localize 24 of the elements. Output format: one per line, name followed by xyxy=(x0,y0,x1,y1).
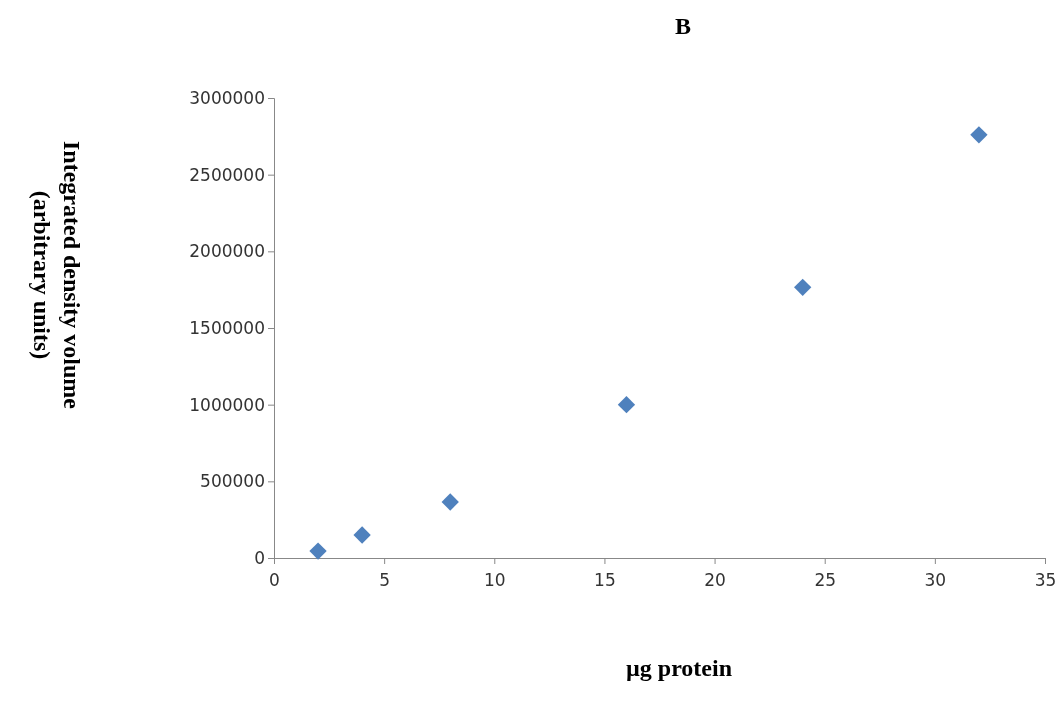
y-axis-title: Integrated density volume (arbitrary units) xyxy=(29,141,85,410)
point xyxy=(970,126,988,144)
point xyxy=(794,278,812,297)
point xyxy=(353,526,371,544)
y-tick-label: 2500000 xyxy=(189,164,265,185)
point xyxy=(441,493,459,511)
point xyxy=(309,542,327,560)
x-tick-label: 20 xyxy=(704,569,726,590)
chart-title: B xyxy=(674,13,692,39)
x-tick-label: 15 xyxy=(594,569,616,590)
y-tick-label: 2000000 xyxy=(189,241,265,262)
x-tick-label: 0 xyxy=(269,569,280,590)
y-tick-label: 1000000 xyxy=(189,394,265,415)
x-tick-label: 10 xyxy=(483,569,506,590)
x-axis-title: µg protein xyxy=(625,655,733,681)
y-tick-label: 500000 xyxy=(200,471,265,492)
y-tick-label: 0 xyxy=(254,547,265,568)
y-tick-label: 1500000 xyxy=(189,317,265,338)
point xyxy=(617,396,636,414)
x-tick-label: 35 xyxy=(1034,569,1057,590)
x-tick-label: 5 xyxy=(379,569,391,590)
x-tick-label: 25 xyxy=(814,569,837,590)
y-tick-label: 3000000 xyxy=(189,87,265,108)
x-tick-label: 30 xyxy=(924,569,947,590)
